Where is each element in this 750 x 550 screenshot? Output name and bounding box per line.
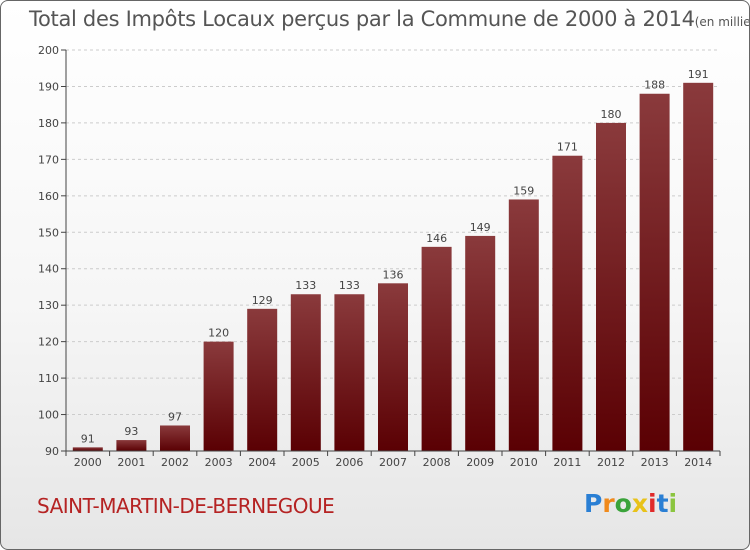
value-label: 171	[557, 141, 578, 154]
y-tick-label: 180	[38, 117, 59, 130]
logo-letter: x	[631, 489, 648, 518]
x-tick-label: 2008	[423, 456, 451, 469]
value-label: 180	[601, 108, 622, 121]
value-label: 133	[339, 279, 360, 292]
value-label: 191	[688, 68, 709, 81]
value-label: 129	[252, 294, 273, 307]
y-tick-label: 160	[38, 190, 59, 203]
chart-title-unit: (en milliers d'€)	[694, 15, 750, 29]
bar-2007	[378, 283, 408, 451]
commune-name: SAINT-MARTIN-DE-BERNEGOUE	[37, 494, 335, 518]
bar-2008	[421, 246, 452, 451]
x-tick-label: 2004	[248, 456, 276, 469]
x-tick-label: 2013	[641, 456, 669, 469]
value-label: 136	[383, 268, 404, 281]
logo-letter: P	[584, 489, 603, 518]
logo-letter: r	[602, 489, 615, 518]
value-label: 120	[208, 327, 229, 340]
x-tick-label: 2007	[379, 456, 407, 469]
x-tick-label: 2001	[117, 456, 145, 469]
x-tick-label: 2010	[510, 456, 538, 469]
value-label: 97	[168, 410, 182, 423]
y-tick-label: 110	[38, 372, 59, 385]
logo-letter: i	[648, 489, 657, 518]
x-tick-label: 2002	[161, 456, 189, 469]
value-label: 93	[124, 425, 138, 438]
value-label: 91	[81, 432, 95, 445]
x-tick-label: 2005	[292, 456, 320, 469]
bar-2009	[465, 235, 496, 451]
x-tick-label: 2011	[553, 456, 581, 469]
y-tick-label: 120	[38, 336, 59, 349]
y-tick-label: 140	[38, 263, 59, 276]
bar-2014	[683, 82, 714, 452]
x-tick-label: 2009	[466, 456, 494, 469]
bar-2010	[508, 199, 539, 451]
value-label: 188	[644, 79, 665, 92]
x-tick-label: 2003	[205, 456, 233, 469]
bar-2013	[639, 93, 670, 451]
y-tick-label: 170	[38, 153, 59, 166]
bar-2012	[596, 122, 626, 451]
chart-title-text: Total des Impôts Locaux perçus par la Co…	[29, 7, 695, 31]
bar-2004	[247, 308, 278, 451]
bar-2003	[203, 341, 234, 451]
y-tick-label: 190	[38, 80, 59, 93]
bar-2005	[290, 294, 321, 451]
bar-2006	[334, 294, 365, 451]
y-tick-label: 130	[38, 299, 59, 312]
bar-2002	[160, 425, 190, 451]
x-tick-label: 2012	[597, 456, 625, 469]
value-label: 149	[470, 221, 491, 234]
value-label: 133	[295, 279, 316, 292]
chart-title: Total des Impôts Locaux perçus par la Co…	[29, 7, 750, 31]
logo-letter: o	[614, 489, 632, 518]
x-tick-label: 2000	[74, 456, 102, 469]
bar-2001	[116, 440, 147, 451]
y-tick-label: 90	[45, 445, 59, 458]
y-tick-label: 150	[38, 226, 59, 239]
bar-2000	[72, 447, 103, 451]
value-label: 146	[426, 232, 447, 245]
proxiti-logo: Proxiti	[584, 489, 677, 518]
y-tick-label: 100	[38, 409, 59, 422]
value-label: 159	[513, 184, 534, 197]
y-tick-label: 200	[38, 44, 59, 57]
bar-2011	[552, 155, 583, 451]
logo-letter: t	[656, 489, 669, 518]
x-tick-label: 2006	[335, 456, 363, 469]
x-tick-label: 2014	[684, 456, 712, 469]
logo-letter: i	[668, 489, 678, 518]
